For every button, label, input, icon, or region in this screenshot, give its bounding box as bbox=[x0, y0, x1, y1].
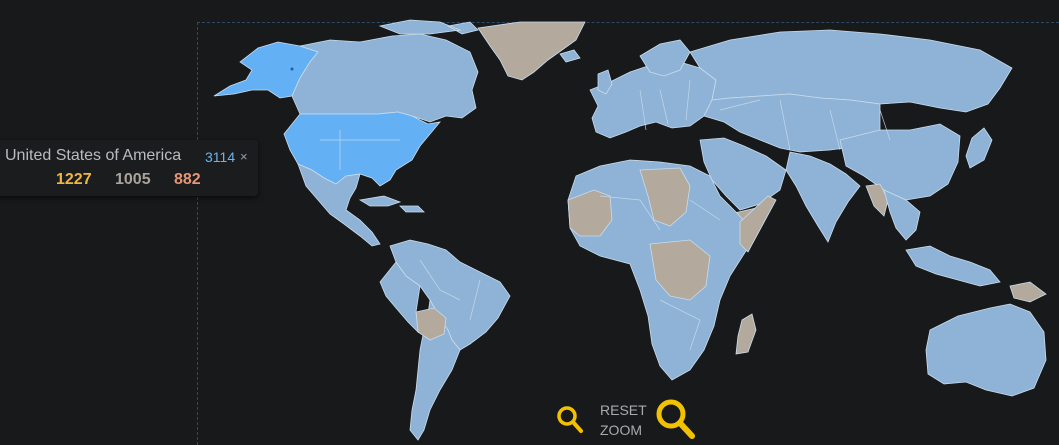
country-somalia[interactable] bbox=[739, 195, 777, 253]
country-japan[interactable] bbox=[965, 127, 993, 169]
zoom-in-magnifier-icon[interactable] bbox=[655, 398, 697, 440]
country-china[interactable] bbox=[839, 123, 961, 201]
zoom-out-magnifier-icon[interactable] bbox=[556, 404, 584, 434]
country-scandinavia[interactable] bbox=[639, 39, 691, 77]
country-borders bbox=[320, 79, 891, 351]
country-iceland[interactable] bbox=[559, 49, 581, 63]
country-uk[interactable] bbox=[597, 69, 613, 95]
caribbean-islands[interactable] bbox=[358, 195, 425, 213]
tooltip-value-1: 1227 bbox=[56, 171, 92, 188]
country-central-africa[interactable] bbox=[649, 239, 711, 301]
reset-zoom-line2: ZOOM bbox=[600, 422, 642, 438]
country-tooltip: United States of America 3114 × 1227 100… bbox=[0, 140, 258, 196]
country-canada[interactable] bbox=[291, 33, 479, 123]
country-india[interactable] bbox=[785, 151, 861, 243]
country-papua-new-guinea[interactable] bbox=[1009, 281, 1047, 303]
country-indonesia[interactable] bbox=[905, 245, 1001, 287]
region-southeast-asia[interactable] bbox=[883, 189, 921, 241]
tooltip-country-name: United States of America bbox=[5, 147, 182, 164]
reset-zoom-line1: RESET bbox=[600, 402, 647, 418]
country-western-sahara-region[interactable] bbox=[567, 189, 613, 237]
tooltip-value-3: 882 bbox=[174, 171, 201, 188]
country-argentina[interactable] bbox=[409, 298, 461, 441]
country-greenland[interactable] bbox=[477, 21, 586, 81]
tooltip-total: 3114 bbox=[205, 149, 236, 165]
country-mexico[interactable] bbox=[297, 163, 381, 247]
country-peru[interactable] bbox=[379, 261, 421, 334]
country-canada-islands[interactable] bbox=[378, 19, 479, 35]
hover-point bbox=[290, 67, 294, 71]
country-australia[interactable] bbox=[925, 303, 1047, 397]
reset-zoom-button[interactable]: RESET ZOOM bbox=[600, 400, 647, 440]
country-madagascar[interactable] bbox=[735, 313, 757, 355]
map-frame bbox=[197, 22, 1059, 445]
tooltip-value-2: 1005 bbox=[115, 171, 151, 188]
country-libya-chad[interactable] bbox=[639, 167, 691, 227]
country-myanmar[interactable] bbox=[865, 183, 889, 217]
close-icon[interactable]: × bbox=[240, 149, 248, 164]
